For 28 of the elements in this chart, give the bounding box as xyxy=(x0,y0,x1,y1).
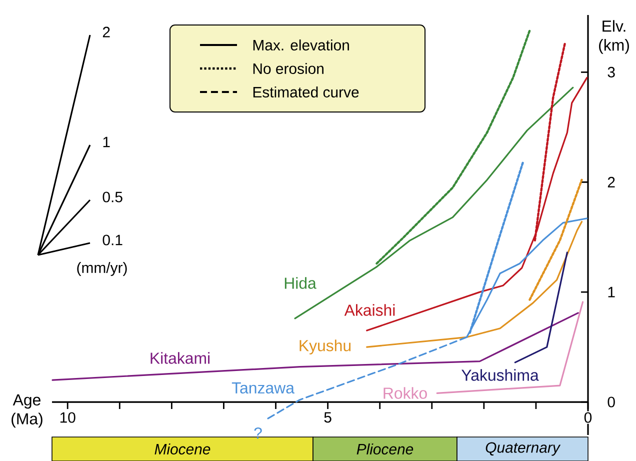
x-tick-label: 5 xyxy=(324,412,332,423)
series-label: Akaishi xyxy=(344,304,395,316)
text: Pliocene xyxy=(356,444,414,454)
x-tick-label: 0 xyxy=(584,412,592,423)
annotation: No erosion xyxy=(253,63,324,74)
annotation: 0.5 xyxy=(102,192,122,202)
y-tick-label: 1 xyxy=(608,286,615,298)
y-tick-label: 0 xyxy=(608,396,615,408)
annotation: 1 xyxy=(103,136,110,148)
series-label: Yakushima xyxy=(462,369,539,381)
annotation: Estimated curve xyxy=(253,86,359,98)
series-label: Hida xyxy=(284,277,316,289)
annotation: 2 xyxy=(102,26,110,38)
y-tick-label: 2 xyxy=(608,176,615,188)
y-axis-title: Elv. (km) xyxy=(599,20,629,54)
annotation: ? xyxy=(254,427,262,439)
x-tick-label: 10 xyxy=(60,412,76,423)
annotation: Max. elevation xyxy=(253,40,349,50)
annotation: 0.1 xyxy=(102,234,122,246)
text: Quaternary xyxy=(486,442,561,456)
x-axis-title: Age (Ma) xyxy=(12,394,42,428)
series-label: Kyushu xyxy=(300,340,351,354)
text: Miocene xyxy=(154,444,210,454)
text: Tanzawa xyxy=(232,382,294,394)
y-tick-label: 3 xyxy=(608,66,615,78)
series-label: Kitakami xyxy=(150,352,210,364)
annotation: (mm/yr) xyxy=(77,262,127,276)
series-label: Rokko xyxy=(384,387,427,399)
